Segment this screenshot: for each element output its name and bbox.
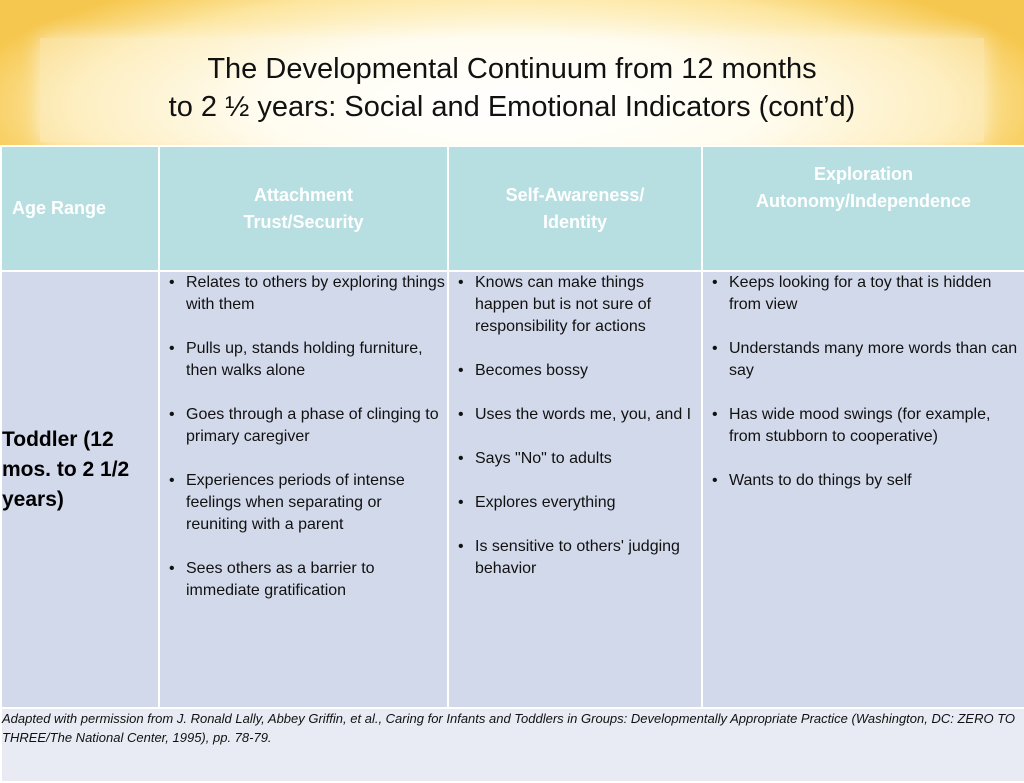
list-item: • Uses the words me, you, and I — [449, 404, 701, 426]
list-item: • Pulls up, stands holding furniture, the… — [160, 338, 447, 382]
list-item-text: Relates to others by exploring things wi… — [186, 274, 445, 313]
list-item: • Has wide mood swings (for example, from… — [703, 404, 1024, 448]
bullet-icon: • — [458, 406, 464, 423]
list-item: • Says "No" to adults — [449, 448, 701, 470]
bullet-icon: • — [458, 450, 464, 467]
list-item-text: Knows can make things happen but is not … — [475, 274, 652, 335]
exploration-list: • Keeps looking for a toy that is hidden … — [703, 272, 1024, 492]
citation-text: Adapted with permission from J. Ronald L… — [2, 711, 1016, 745]
list-item-text: Keeps looking for a toy that is hidden f… — [729, 274, 992, 313]
bullet-icon: • — [458, 362, 464, 379]
list-item-text: Sees others as a barrier to immediate gr… — [186, 560, 375, 599]
list-item-text: Goes through a phase of clinging to prim… — [186, 406, 439, 445]
slide-header: The Developmental Continuum from 12 mont… — [0, 0, 1024, 145]
title-line-1: The Developmental Continuum from 12 mont… — [207, 53, 817, 85]
list-item-text: Says "No" to adults — [475, 450, 612, 467]
list-item-text: Has wide mood swings (for example, from … — [729, 406, 991, 445]
list-item: • Wants to do things by self — [703, 470, 1024, 492]
attachment-list: • Relates to others by exploring things w… — [160, 272, 447, 602]
list-item: • Is sensitive to others' judging behavio… — [449, 536, 701, 580]
list-item: • Understands many more words than can sa… — [703, 338, 1024, 382]
citation-cell: Adapted with permission from J. Ronald L… — [0, 707, 1024, 783]
list-item-text: Understands many more words than can say — [729, 340, 1018, 379]
header-glow-band — [40, 38, 984, 142]
attachment-cell: • Relates to others by exploring things w… — [158, 270, 449, 709]
bullet-icon: • — [169, 560, 175, 577]
header-line: Identity — [542, 211, 607, 232]
list-item-text: Experiences periods of intense feelings … — [186, 472, 405, 533]
bullet-icon: • — [169, 340, 175, 357]
bullet-icon: • — [458, 274, 464, 291]
header-age-range-label: Age Range — [12, 198, 107, 218]
header-exploration: Exploration Autonomy/Independence — [701, 145, 1024, 272]
bullet-icon: • — [712, 340, 718, 357]
bullet-icon: • — [169, 274, 175, 291]
list-item-text: Explores everything — [475, 494, 616, 511]
header-attachment: Attachment Trust/Security — [158, 145, 449, 272]
bullet-icon: • — [458, 494, 464, 511]
list-item-text: Pulls up, stands holding furniture, then… — [186, 340, 423, 379]
bullet-icon: • — [169, 472, 175, 489]
list-item: • Relates to others by exploring things w… — [160, 272, 447, 316]
list-item: • Experiences periods of intense feelings… — [160, 470, 447, 536]
list-item: • Keeps looking for a toy that is hidden … — [703, 272, 1024, 316]
header-line: Attachment — [253, 184, 353, 205]
header-line: Trust/Security — [243, 211, 364, 232]
list-item: • Sees others as a barrier to immediate g… — [160, 558, 447, 602]
header-age-range: Age Range — [0, 145, 160, 272]
self-awareness-cell: • Knows can make things happen but is not… — [447, 270, 703, 709]
list-item-text: Wants to do things by self — [729, 472, 912, 489]
list-item: • Explores everything — [449, 492, 701, 514]
list-item-text: Uses the words me, you, and I — [475, 406, 692, 423]
bullet-icon: • — [712, 274, 718, 291]
header-self-awareness: Self-Awareness/Identity — [447, 145, 703, 272]
header-row: Age Range Attachment Trust/Security Self-… — [0, 145, 1024, 272]
age-range-text: Toddler (12 mos. to 2 1/2 years) — [2, 427, 130, 511]
bullet-icon: • — [458, 538, 464, 555]
self-awareness-list: • Knows can make things happen but is not… — [449, 272, 701, 580]
footer-row: Adapted with permission from J. Ronald L… — [0, 707, 1024, 783]
exploration-cell: • Keeps looking for a toy that is hidden … — [701, 270, 1024, 709]
list-item-text: Is sensitive to others' judging behavior — [475, 538, 680, 577]
list-item-text: Becomes bossy — [475, 362, 588, 379]
bullet-icon: • — [169, 406, 175, 423]
header-line: Autonomy/Independence — [755, 191, 971, 211]
list-item: • Becomes bossy — [449, 360, 701, 382]
age-range-cell: Toddler (12 mos. to 2 1/2 years) — [0, 270, 160, 709]
header-line: Exploration — [813, 164, 913, 184]
bullet-icon: • — [712, 406, 718, 423]
body-row: Toddler (12 mos. to 2 1/2 years) • Relate… — [0, 270, 1024, 709]
indicators-table: Age Range Attachment Trust/Security Self-… — [0, 145, 1024, 783]
bullet-icon: • — [712, 472, 718, 489]
title-line-2: to 2 ½ years: Social and Emotional Indic… — [168, 91, 856, 123]
slide-title: The Developmental Continuum from 12 mont… — [0, 50, 1024, 126]
header-line: Self-Awareness/ — [505, 184, 645, 205]
list-item: • Knows can make things happen but is not… — [449, 272, 701, 338]
list-item: • Goes through a phase of clinging to pri… — [160, 404, 447, 448]
